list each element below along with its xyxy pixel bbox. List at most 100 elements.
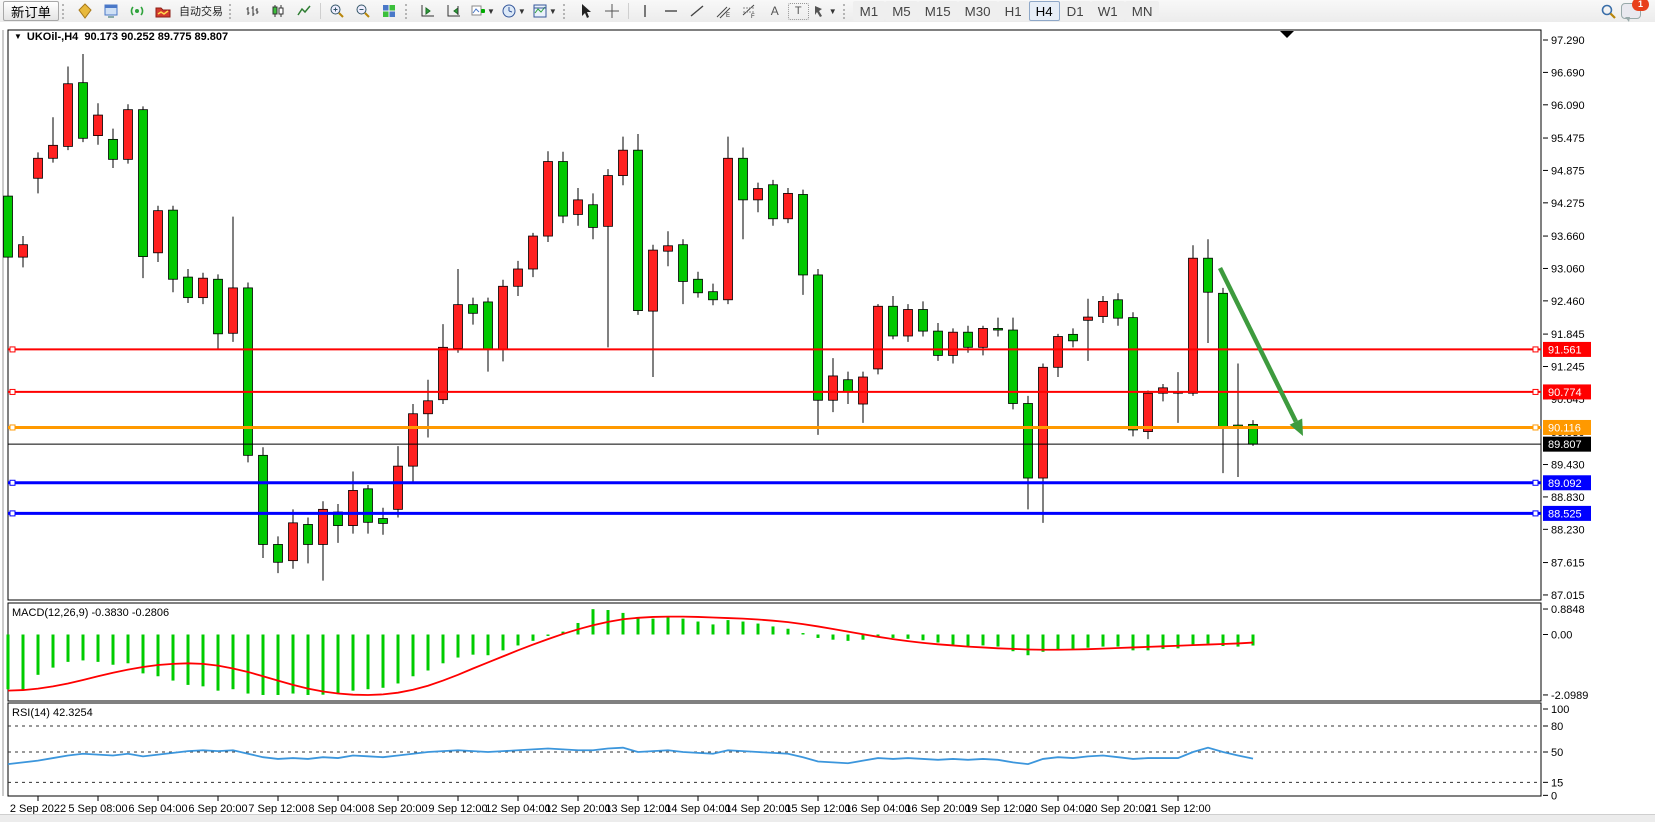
price-tag-text: 89.807 [1548,439,1582,451]
price-tag-text: 89.092 [1548,478,1582,490]
macd-axis-label: 0.8848 [1551,604,1585,616]
date-tick-label: 13 Sep 12:00 [605,803,670,815]
tile-windows-icon[interactable] [376,0,402,22]
timeframe-d1[interactable]: D1 [1059,1,1091,21]
svg-text:E: E [726,13,730,19]
notifications-icon[interactable]: 1 [1621,0,1649,22]
auto-trading-label[interactable]: 自动交易 [178,6,223,18]
rsi-axis-label: 0 [1551,790,1557,802]
channel-tool-icon[interactable]: E [710,0,736,22]
toolbar-drag-handle [61,3,69,19]
price-tag-89.807 [1543,436,1591,452]
rsi-axis-label: 15 [1551,777,1563,789]
line-chart-mode-icon[interactable] [291,0,317,22]
signals-icon[interactable] [124,0,150,22]
timeframe-mn[interactable]: MN [1124,1,1160,21]
cursor-tool-icon[interactable] [573,0,599,22]
auto-scroll-icon[interactable] [441,0,467,22]
date-tick-label: 15 Sep 12:00 [785,803,850,815]
zoom-in-icon[interactable] [324,0,350,22]
macd-axis-label: -2.0989 [1551,690,1588,702]
toolbar-separator [319,3,321,19]
templates-icon[interactable]: ▼ [529,0,560,22]
timeframe-w1[interactable]: W1 [1090,1,1125,21]
rsi-axis-label: 80 [1551,721,1563,733]
market-watch-window-icon[interactable] [98,0,124,22]
timeframe-m30[interactable]: M30 [957,1,998,21]
toolbar-drag-handle [842,3,850,19]
indicators-add-icon[interactable]: ▼ [467,0,498,22]
timeframe-m15[interactable]: M15 [917,1,958,21]
date-tick-label: 21 Sep 12:00 [1145,803,1210,815]
vertical-line-tool-icon[interactable] [632,0,658,22]
timeframe-m1[interactable]: M1 [852,1,886,21]
macd-indicator-label: MACD(12,26,9) -0.3830 -0.2806 [12,607,169,619]
rsi-plot-frame [7,702,1542,797]
date-tick-label: 8 Sep 20:00 [368,803,427,815]
search-icon[interactable] [1595,0,1621,22]
fibonacci-tool-icon[interactable]: F [736,0,762,22]
horizontal-line-tool-icon[interactable] [658,0,684,22]
price-tick-label: 94.275 [1551,198,1585,210]
date-tick-label: 7 Sep 12:00 [248,803,307,815]
price-tick-label: 97.290 [1551,35,1585,47]
svg-text:F: F [751,14,755,19]
timeframe-h1[interactable]: H1 [997,1,1029,21]
chart-canvas[interactable]: 97.290 96.690 96.090 95.475 94.875 94.275 93.6… [0,22,1655,822]
new-order-button[interactable]: 新订单 [3,1,59,21]
price-tick-label: 89.430 [1551,460,1585,472]
price-tag-89.092 [1543,475,1591,491]
window-footer-strip [0,814,1655,822]
main-toolbar: 新订单 自动交易 [0,0,1655,23]
text-label-tool-icon[interactable]: T [787,2,809,20]
candles-layer [3,54,1258,581]
macd-name: MACD(12,26,9) [12,607,89,619]
chart-shift-icon[interactable] [415,0,441,22]
shapes-tool-icon[interactable]: ▼ [809,0,840,22]
price-tick-label: 96.090 [1551,100,1585,112]
price-tick-label: 93.660 [1551,231,1585,243]
date-tick-label: 12 Sep 20:00 [545,803,610,815]
candlestick-mode-icon[interactable] [265,0,291,22]
date-axis [37,796,1179,801]
rsi-line [7,746,1254,766]
ohlc-values: 90.173 90.252 89.775 89.807 [84,31,229,43]
rsi-value: 42.3254 [52,707,93,719]
zoom-out-icon[interactable] [350,0,376,22]
timeframe-m5[interactable]: M5 [885,1,918,21]
text-tool-icon[interactable]: A [770,4,779,18]
price-tick-label: 88.230 [1551,524,1585,536]
date-tick-label: 20 Sep 04:00 [1025,803,1090,815]
favorites-icon[interactable] [72,0,98,22]
auto-trading-icon[interactable] [150,0,176,22]
date-tick-label: 14 Sep 20:00 [725,803,790,815]
chart-title: ▼ UKOil-,H4 90.173 90.252 89.775 89.807 [14,31,228,43]
notification-badge: 1 [1632,0,1649,11]
chevron-down-icon: ▼ [828,6,837,16]
macd-axis-label: 0.00 [1551,630,1572,642]
price-tick-label: 91.845 [1551,329,1585,341]
crosshair-tool-icon[interactable] [599,0,625,22]
date-tick-label: 19 Sep 12:00 [965,803,1030,815]
rsi-axis-label: 100 [1551,704,1569,716]
date-tick-label: 6 Sep 04:00 [128,803,187,815]
timeframe-h4[interactable]: H4 [1028,1,1060,21]
annotation-arrow-line [1217,267,1298,423]
price-tick-label: 87.615 [1551,558,1585,570]
periods-clock-icon[interactable]: ▼ [498,0,529,22]
chevron-down-icon: ▼ [486,6,495,16]
horizontal-lines-layer [8,341,1591,521]
chart-area[interactable]: 97.290 96.690 96.090 95.475 94.875 94.275 93.6… [0,22,1655,822]
price-tick-label: 87.015 [1551,590,1585,602]
price-axis-ticks [1543,39,1548,596]
bar-chart-mode-icon[interactable] [239,0,265,22]
date-tick-label: 5 Sep 08:00 [68,803,127,815]
one-click-panel-icon[interactable]: ▼ [14,32,22,41]
price-tag-91.561 [1543,341,1591,357]
price-tick-label: 91.245 [1551,361,1585,373]
date-tick-label: 20 Sep 20:00 [1085,803,1150,815]
macd-values: -0.3830 -0.2806 [91,607,170,619]
date-tick-label: 16 Sep 20:00 [905,803,970,815]
trendline-tool-icon[interactable] [684,0,710,22]
